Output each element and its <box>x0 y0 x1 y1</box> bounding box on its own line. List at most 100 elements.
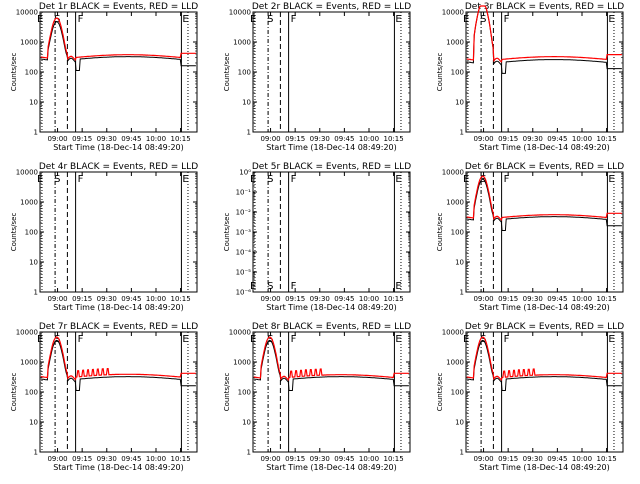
x-tick-label: 10:00 <box>146 295 166 303</box>
y-tick-label: 10 <box>242 99 251 107</box>
y-tick-label: 10⁻² <box>236 209 252 217</box>
y-tick-label: 1 <box>460 449 464 457</box>
x-tick-label: 09:15 <box>285 295 305 303</box>
x-tick-label: 09:00 <box>260 455 280 463</box>
panel-title: Det 9r BLACK = Events, RED = LLD <box>465 322 624 332</box>
panel-6: Det 6r BLACK = Events, RED = LLD 1 10 100 10… <box>436 162 624 312</box>
events-series <box>253 339 409 391</box>
y-tick-label: 10000 <box>16 169 38 177</box>
marker-label-e3: E <box>608 174 614 185</box>
x-tick-label: 09:30 <box>523 295 543 303</box>
plot-frame <box>252 331 411 453</box>
x-tick-label: 09:30 <box>97 295 117 303</box>
y-tick-label: 1000 <box>233 359 251 367</box>
marker-label-bottom-e3: E <box>395 281 401 292</box>
panel-title: Det 6r BLACK = Events, RED = LLD <box>465 162 624 172</box>
x-tick-label: 10:00 <box>359 135 379 143</box>
marker-label-e1: E <box>250 174 256 185</box>
x-tick-label: 10:15 <box>597 135 617 143</box>
x-tick-label: 09:45 <box>547 135 567 143</box>
y-tick-label: 1 <box>34 129 38 137</box>
marker-label-e1: E <box>37 14 43 25</box>
x-tick-label: 09:30 <box>310 135 330 143</box>
marker-label-e3: E <box>608 14 614 25</box>
events-series <box>40 339 196 391</box>
panel-title: Det 3r BLACK = Events, RED = LLD <box>465 2 624 12</box>
x-tick-label: 09:00 <box>47 455 67 463</box>
y-tick-label: 100 <box>25 229 38 237</box>
marker-label-e3: E <box>395 174 401 185</box>
marker-label-s: S <box>267 174 273 185</box>
x-tick-label: 09:45 <box>121 295 141 303</box>
y-tick-label: 1 <box>460 129 464 137</box>
x-tick-label: 10:00 <box>359 455 379 463</box>
x-tick-label: 10:15 <box>384 135 404 143</box>
y-axis-label: Counts/sec <box>223 53 231 92</box>
y-tick-label: 100 <box>451 229 464 237</box>
y-tick-label: 10⁻¹ <box>236 189 252 197</box>
panel-title: Det 7r BLACK = Events, RED = LLD <box>39 322 198 332</box>
marker-label-f: F <box>504 174 510 185</box>
marker-label-f: F <box>78 14 84 25</box>
plot-frame <box>39 171 198 293</box>
x-tick-label: 09:15 <box>285 455 305 463</box>
plot-frame <box>39 331 198 453</box>
x-tick-label: 09:00 <box>47 135 67 143</box>
y-tick-label: 1 <box>247 129 251 137</box>
x-tick-label: 10:15 <box>597 295 617 303</box>
lld-series <box>40 336 196 381</box>
marker-label-e3: E <box>182 334 188 345</box>
x-tick-label: 10:15 <box>171 295 191 303</box>
panel-2: Det 2r BLACK = Events, RED = LLD 1 10 100 10… <box>223 2 411 152</box>
plot-frame <box>465 171 624 293</box>
marker-label-s: S <box>480 334 486 345</box>
marker-label-e3: E <box>395 14 401 25</box>
x-tick-label: 09:15 <box>498 295 518 303</box>
y-tick-label: 100 <box>25 389 38 397</box>
marker-label-bottom-e1: E <box>250 281 256 292</box>
marker-label-e3: E <box>395 334 401 345</box>
marker-label-bottom-f: F <box>291 281 297 292</box>
x-tick-label: 09:45 <box>547 295 567 303</box>
panel-7: Det 7r BLACK = Events, RED = LLD 1 10 100 10… <box>10 322 198 472</box>
y-tick-label: 100 <box>25 69 38 77</box>
x-tick-label: 10:00 <box>146 455 166 463</box>
marker-label-f: F <box>291 14 297 25</box>
y-tick-label: 1 <box>34 449 38 457</box>
plot-frame <box>465 11 624 133</box>
y-tick-label: 1 <box>247 449 251 457</box>
plot-frame <box>465 331 624 453</box>
x-tick-label: 09:45 <box>547 455 567 463</box>
x-axis-label: Start Time (18-Dec-14 08:49:20) <box>53 143 184 152</box>
y-axis-label: Counts/sec <box>436 373 444 412</box>
y-tick-label: 1000 <box>446 39 464 47</box>
y-tick-label: 10⁻⁶ <box>236 289 252 297</box>
marker-label-e1: E <box>463 14 469 25</box>
x-tick-label: 09:30 <box>523 135 543 143</box>
y-tick-label: 10 <box>29 419 38 427</box>
x-tick-label: 09:30 <box>97 135 117 143</box>
x-axis-label: Start Time (18-Dec-14 08:49:20) <box>53 303 184 312</box>
y-tick-label: 1000 <box>20 359 38 367</box>
x-tick-label: 10:15 <box>384 455 404 463</box>
marker-label-s: S <box>267 14 273 25</box>
marker-label-f: F <box>504 14 510 25</box>
marker-label-f: F <box>504 334 510 345</box>
y-axis-label: Counts/sec <box>223 373 231 412</box>
x-tick-label: 09:45 <box>334 135 354 143</box>
lld-series <box>253 336 409 382</box>
y-tick-label: 1000 <box>446 199 464 207</box>
y-axis-label: Counts/sec <box>223 213 231 252</box>
y-tick-label: 10000 <box>16 9 38 17</box>
plot-frame <box>252 11 411 133</box>
y-tick-label: 10⁰ <box>239 169 251 177</box>
x-tick-label: 09:15 <box>498 135 518 143</box>
x-tick-label: 09:15 <box>498 455 518 463</box>
y-tick-label: 1000 <box>20 39 38 47</box>
x-tick-label: 09:15 <box>72 135 92 143</box>
x-axis-label: Start Time (18-Dec-14 08:49:20) <box>479 303 610 312</box>
x-tick-label: 09:30 <box>97 455 117 463</box>
x-tick-label: 10:00 <box>572 295 592 303</box>
marker-label-e1: E <box>463 174 469 185</box>
y-tick-label: 10 <box>29 259 38 267</box>
